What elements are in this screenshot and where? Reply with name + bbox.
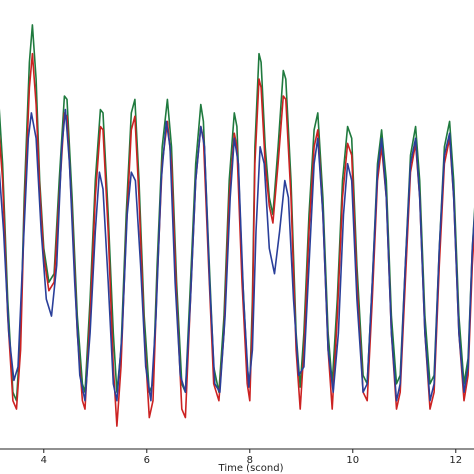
series-line-2 [0,52,474,427]
series-line-3 [0,108,474,402]
x-tick-label: 4 [41,455,47,466]
x-tick-label: 6 [144,455,150,466]
x-axis-label: Time (scond) [218,463,284,474]
series-layer [0,24,474,427]
x-axis-ticks: 4 6 8 10 12 [41,449,462,466]
x-tick-label: 10 [346,455,359,466]
x-tick-label: 8 [247,455,253,466]
x-tick-label: 12 [449,455,462,466]
